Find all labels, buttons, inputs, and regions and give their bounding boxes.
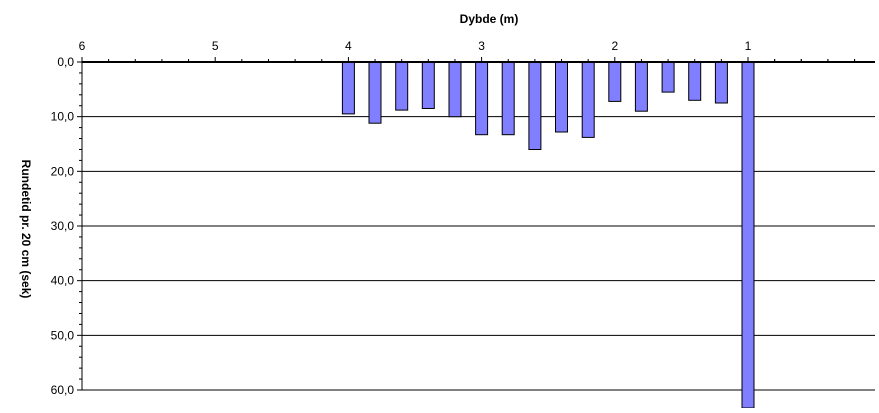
bar bbox=[741, 61, 755, 409]
bars-layer bbox=[341, 61, 755, 409]
x-tick-label: 3 bbox=[478, 39, 485, 53]
bar bbox=[714, 61, 728, 104]
bar bbox=[368, 61, 382, 124]
y-tick-label: 60,0 bbox=[51, 383, 75, 397]
bar bbox=[688, 61, 702, 101]
bar bbox=[608, 61, 622, 102]
bar bbox=[581, 61, 595, 138]
x-tick-label: 4 bbox=[345, 39, 352, 53]
bar bbox=[555, 61, 568, 133]
bar bbox=[341, 61, 355, 115]
y-tick-label: 40,0 bbox=[51, 274, 75, 288]
bar bbox=[528, 61, 542, 150]
bar bbox=[395, 61, 409, 111]
bar bbox=[501, 61, 515, 136]
grid-layer bbox=[82, 116, 875, 391]
y-tick-label: 30,0 bbox=[51, 219, 75, 233]
y-axis-title: Rundetid pr. 20 cm (sek) bbox=[19, 160, 33, 299]
y-tick-label: 10,0 bbox=[51, 110, 75, 124]
bar bbox=[475, 61, 489, 136]
ticks-layer: 0,0 10,0 20,0 30,0 40,0 50,0 60,0 6 5 4 3 2 1 bbox=[51, 39, 856, 397]
x-tick-label: 1 bbox=[745, 39, 752, 53]
x-tick-label: 5 bbox=[212, 39, 219, 53]
x-tick-label: 2 bbox=[611, 39, 618, 53]
bar bbox=[661, 61, 675, 93]
bar bbox=[421, 61, 435, 109]
x-tick-label: 6 bbox=[79, 39, 86, 53]
y-tick-label: 20,0 bbox=[51, 164, 75, 178]
x-axis-title: Dybde (m) bbox=[460, 12, 519, 26]
bar bbox=[448, 61, 462, 118]
bar bbox=[634, 61, 648, 112]
y-tick-label: 50,0 bbox=[51, 328, 75, 342]
y-tick-label: 0,0 bbox=[57, 55, 74, 69]
